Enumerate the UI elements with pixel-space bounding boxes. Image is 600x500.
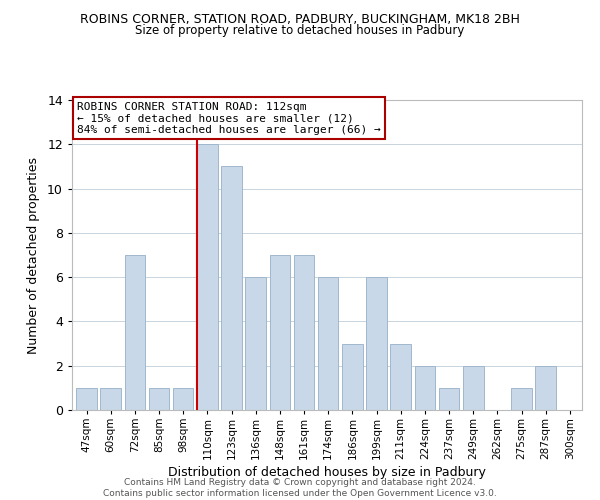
Bar: [463, 366, 484, 410]
Bar: [415, 366, 435, 410]
Y-axis label: Number of detached properties: Number of detached properties: [27, 156, 40, 354]
Bar: [245, 277, 266, 410]
Text: Size of property relative to detached houses in Padbury: Size of property relative to detached ho…: [136, 24, 464, 37]
Bar: [221, 166, 242, 410]
Text: ROBINS CORNER STATION ROAD: 112sqm
← 15% of detached houses are smaller (12)
84%: ROBINS CORNER STATION ROAD: 112sqm ← 15%…: [77, 102, 381, 134]
Bar: [269, 255, 290, 410]
X-axis label: Distribution of detached houses by size in Padbury: Distribution of detached houses by size …: [168, 466, 486, 479]
Bar: [511, 388, 532, 410]
Bar: [125, 255, 145, 410]
Bar: [535, 366, 556, 410]
Text: Contains HM Land Registry data © Crown copyright and database right 2024.
Contai: Contains HM Land Registry data © Crown c…: [103, 478, 497, 498]
Bar: [391, 344, 411, 410]
Bar: [318, 277, 338, 410]
Bar: [173, 388, 193, 410]
Bar: [366, 277, 387, 410]
Text: ROBINS CORNER, STATION ROAD, PADBURY, BUCKINGHAM, MK18 2BH: ROBINS CORNER, STATION ROAD, PADBURY, BU…: [80, 12, 520, 26]
Bar: [439, 388, 460, 410]
Bar: [100, 388, 121, 410]
Bar: [76, 388, 97, 410]
Bar: [197, 144, 218, 410]
Bar: [294, 255, 314, 410]
Bar: [342, 344, 362, 410]
Bar: [149, 388, 169, 410]
